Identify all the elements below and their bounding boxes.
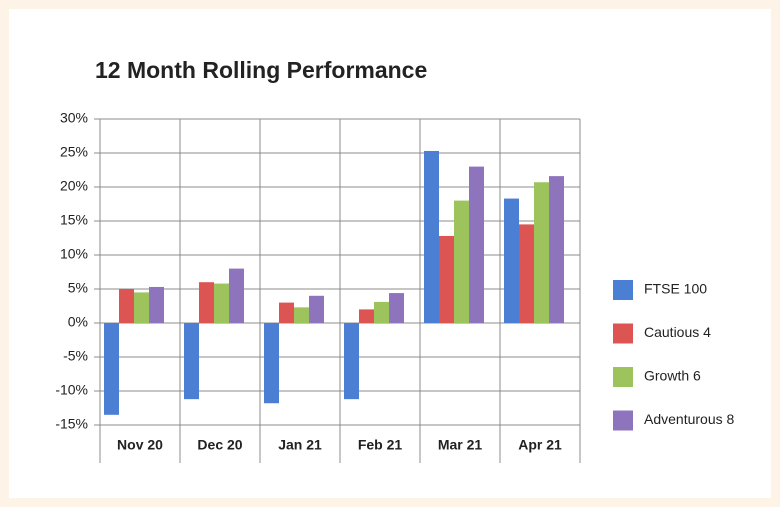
bar bbox=[294, 307, 309, 323]
legend-swatch bbox=[613, 323, 633, 344]
bar bbox=[389, 293, 404, 323]
bar bbox=[199, 282, 214, 323]
bar bbox=[229, 268, 244, 323]
y-tick-label: 20% bbox=[60, 178, 88, 194]
legend-swatch bbox=[613, 410, 633, 431]
y-tick-label: 15% bbox=[60, 212, 88, 228]
x-tick-label: Nov 20 bbox=[117, 437, 163, 453]
bar bbox=[149, 286, 164, 323]
bar bbox=[454, 200, 469, 323]
chart-title: 12 Month Rolling Performance bbox=[95, 57, 427, 83]
legend-label: Adventurous 8 bbox=[644, 411, 734, 427]
y-tick-label: -10% bbox=[55, 382, 88, 398]
legend-swatch bbox=[613, 367, 633, 387]
x-tick-label: Jan 21 bbox=[278, 437, 322, 453]
legend-label: Growth 6 bbox=[644, 368, 701, 384]
bar bbox=[264, 323, 279, 404]
y-tick-label: 25% bbox=[60, 144, 88, 160]
bar bbox=[549, 176, 564, 323]
y-tick-label: 0% bbox=[68, 314, 88, 330]
legend-label: Cautious 4 bbox=[644, 324, 711, 340]
bar bbox=[344, 323, 359, 400]
bar bbox=[469, 166, 484, 323]
y-tick-label: 30% bbox=[60, 110, 88, 126]
bar bbox=[519, 224, 534, 323]
bar bbox=[439, 235, 454, 323]
bar bbox=[279, 302, 294, 323]
x-tick-label: Apr 21 bbox=[518, 437, 562, 453]
bar bbox=[359, 309, 374, 323]
bar bbox=[534, 182, 549, 323]
bar bbox=[134, 292, 149, 323]
bar bbox=[184, 323, 199, 400]
y-tick-label: 5% bbox=[68, 280, 88, 296]
x-tick-label: Mar 21 bbox=[438, 437, 483, 453]
bar bbox=[504, 198, 519, 323]
y-tick-label: -15% bbox=[55, 416, 88, 432]
y-tick-label: -5% bbox=[63, 348, 88, 364]
bar bbox=[214, 283, 229, 323]
legend-label: FTSE 100 bbox=[644, 281, 707, 297]
bar bbox=[104, 323, 119, 415]
bar bbox=[309, 295, 324, 323]
bar bbox=[374, 301, 389, 323]
legend-swatch bbox=[613, 280, 633, 300]
y-tick-label: 10% bbox=[60, 246, 88, 262]
x-tick-label: Feb 21 bbox=[358, 437, 403, 453]
bar bbox=[119, 289, 134, 323]
panel bbox=[9, 9, 771, 498]
x-tick-label: Dec 20 bbox=[197, 437, 242, 453]
bar bbox=[424, 150, 439, 323]
